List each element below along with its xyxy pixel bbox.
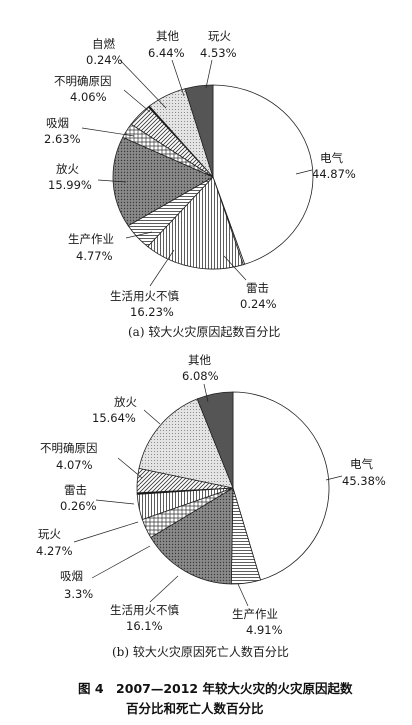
pie-chart-b bbox=[136, 391, 330, 585]
label-b-buming-value: 4.07% bbox=[56, 458, 93, 472]
figure-caption-line2: 百分比和死亡人数百分比 bbox=[126, 701, 264, 716]
chart-b-title: (b) 较大火灾原因死亡人数百分比 bbox=[112, 644, 289, 659]
label-a-wanhuo-value: 4.53% bbox=[200, 46, 237, 60]
figure-caption-line1: 图 4 2007—2012 年较大火灾的火灾原因起数 bbox=[78, 681, 353, 696]
label-b-xiyan-value: 3.3% bbox=[64, 587, 93, 601]
pie-b-slice-0 bbox=[232, 391, 330, 581]
label-b-fanghuo-name: 放火 bbox=[114, 395, 137, 409]
pie-chart-b-labels: 电气 45.38% 生产作业 4.91% 生活用火不慎 16.1% 吸烟 3.3… bbox=[36, 353, 386, 637]
label-a-qita-value: 6.44% bbox=[148, 46, 185, 60]
label-a-shengchan-value: 4.77% bbox=[76, 249, 113, 263]
label-a-buming-name: 不明确原因 bbox=[54, 74, 112, 88]
label-b-shenghuo-value: 16.1% bbox=[126, 619, 163, 633]
label-a-ziran-name: 自燃 bbox=[92, 37, 115, 51]
label-a-leiji-value: 0.24% bbox=[240, 297, 277, 311]
label-b-dianqi-value: 45.38% bbox=[342, 474, 386, 488]
label-a-shengchan-name: 生产作业 bbox=[68, 232, 114, 246]
pie-a-slice-2 bbox=[147, 176, 244, 270]
label-b-fanghuo-value: 15.64% bbox=[92, 411, 136, 425]
label-a-xiyan-value: 2.63% bbox=[44, 132, 81, 146]
label-b-leiji-name: 雷击 bbox=[64, 483, 87, 497]
pie-b-slice-7 bbox=[138, 398, 234, 489]
label-b-buming-name: 不明确原因 bbox=[40, 441, 98, 455]
label-b-qita-value: 6.08% bbox=[182, 369, 219, 383]
label-a-dianqi-value: 44.87% bbox=[312, 167, 356, 181]
label-a-ziran-value: 0.24% bbox=[86, 53, 123, 67]
label-b-dianqi-name: 电气 bbox=[350, 457, 373, 471]
label-b-shengchan-value: 4.91% bbox=[246, 623, 283, 637]
pie-a-slice-9 bbox=[184, 84, 214, 178]
pie-chart-a bbox=[112, 84, 314, 270]
chart-a-title: (a) 较大火灾原因起数百分比 bbox=[128, 324, 280, 339]
label-a-shenghuo-name: 生活用火不慎 bbox=[110, 289, 179, 303]
label-a-fanghuo-name: 放火 bbox=[56, 162, 79, 176]
label-a-wanhuo-name: 玩火 bbox=[208, 29, 231, 43]
label-b-qita-name: 其他 bbox=[188, 353, 211, 367]
label-a-leiji-name: 雷击 bbox=[246, 281, 269, 295]
label-a-qita-name: 其他 bbox=[156, 29, 179, 43]
pie-b-slice-2 bbox=[150, 487, 234, 585]
label-b-leiji-value: 0.26% bbox=[60, 499, 97, 513]
label-b-xiyan-name: 吸烟 bbox=[60, 569, 83, 583]
pie-b-slice-8 bbox=[196, 391, 234, 489]
label-b-wanhuo-value: 4.27% bbox=[36, 544, 73, 558]
label-a-buming-value: 4.06% bbox=[70, 90, 107, 104]
label-b-wanhuo-name: 玩火 bbox=[38, 527, 61, 541]
label-b-shenghuo-name: 生活用火不慎 bbox=[110, 603, 179, 617]
label-b-shengchan-name: 生产作业 bbox=[232, 607, 278, 621]
label-a-shenghuo-value: 16.23% bbox=[130, 305, 174, 319]
pie-a-slice-4 bbox=[112, 136, 214, 227]
pie-a-slice-0 bbox=[212, 84, 314, 265]
label-a-xiyan-name: 吸烟 bbox=[46, 116, 69, 130]
label-a-dianqi-name: 电气 bbox=[320, 151, 343, 165]
label-a-fanghuo-value: 15.99% bbox=[48, 178, 92, 192]
pie-chart-a-labels: 电气 44.87% 雷击 0.24% 生活用火不慎 16.23% 生产作业 4.… bbox=[44, 29, 356, 319]
